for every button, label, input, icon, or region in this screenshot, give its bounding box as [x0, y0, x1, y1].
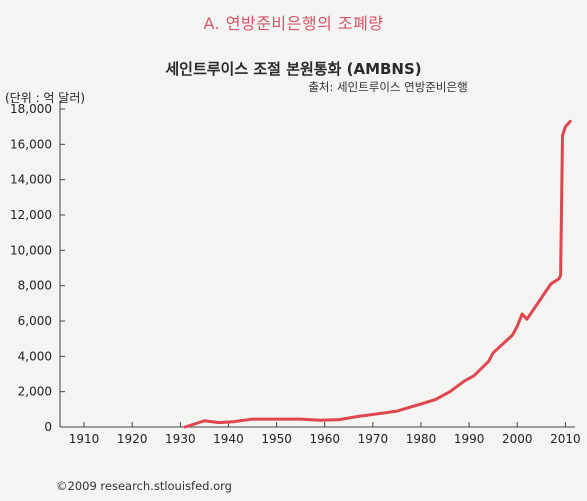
y-tick-label: 6,000 — [18, 314, 52, 328]
chart-title: 세인트루이스 조절 본원통화 (AMBNS) — [165, 60, 422, 78]
y-tick-label: 14,000 — [10, 173, 52, 187]
section-title: A. 연방준비은행의 조폐량 — [203, 14, 384, 33]
y-tick-label: 4,000 — [18, 349, 52, 363]
y-tick-label: 8,000 — [18, 279, 52, 293]
y-ticks: 0 2,000 4,000 6,000 8,000 10,000 12,000 14,000 1… — [10, 102, 65, 434]
y-tick-label: 0 — [44, 420, 52, 434]
y-axis-unit-label: (단위 : 억 달러) — [5, 91, 86, 105]
y-tick-label: 10,000 — [10, 243, 52, 257]
x-tick-label: 1990 — [454, 432, 485, 446]
x-tick-label: 1960 — [309, 432, 340, 446]
x-tick-label: 1980 — [406, 432, 437, 446]
y-tick-label: 18,000 — [10, 102, 52, 116]
y-tick-label: 12,000 — [10, 208, 52, 222]
x-tick-label: 2010 — [550, 432, 581, 446]
x-tick-label: 1940 — [213, 432, 244, 446]
x-tick-label: 1970 — [358, 432, 389, 446]
x-ticks: 1910 1920 1930 1940 1950 1960 1970 1980 1990 2000… — [69, 422, 581, 446]
y-tick-label: 2,000 — [18, 385, 52, 399]
x-tick-label: 1920 — [117, 432, 148, 446]
y-tick-label: 16,000 — [10, 137, 52, 151]
series-group — [183, 119, 572, 429]
series-line — [183, 119, 572, 429]
copyright-text: ©2009 research.stlouisfed.org — [56, 479, 232, 493]
x-tick-label: 1910 — [69, 432, 100, 446]
x-tick-label: 2000 — [502, 432, 533, 446]
x-tick-label: 1930 — [165, 432, 196, 446]
chart-source: 출처: 세인트루이스 연방준비은행 — [308, 80, 468, 94]
x-tick-label: 1950 — [261, 432, 292, 446]
